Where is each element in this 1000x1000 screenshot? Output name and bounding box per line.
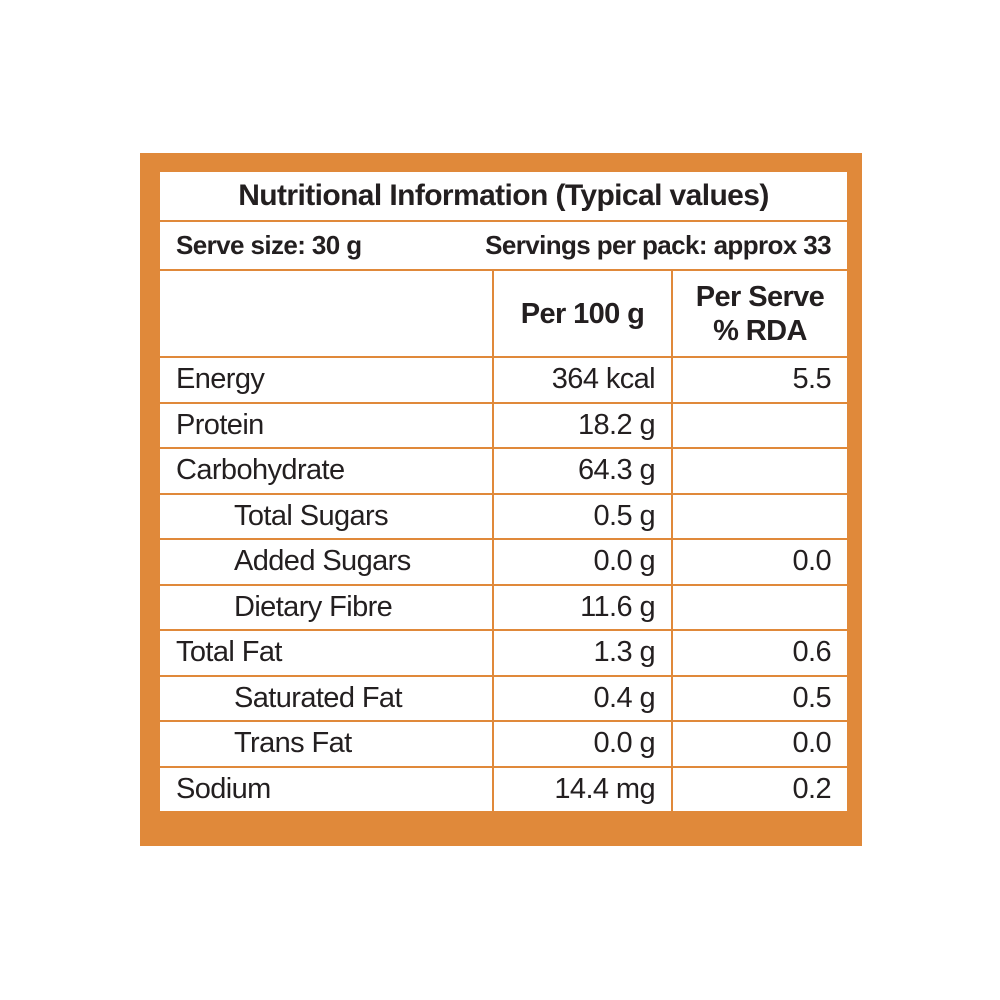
- nutrient-row: Sodium 14.4 mg 0.2: [158, 765, 849, 813]
- rda: [671, 583, 849, 631]
- serve-cell: Serve size: 30 g Servings per pack: appr…: [158, 220, 849, 271]
- blank-header: [158, 269, 494, 358]
- rda: 0.5: [671, 674, 849, 722]
- nutrient-row: Added Sugars 0.0 g 0.0: [158, 538, 849, 586]
- col-header: Per Serve % RDA: [671, 269, 849, 358]
- nutrient-name: Sodium: [158, 765, 494, 813]
- per-100g: 1.3 g: [492, 629, 673, 677]
- table-body: Nutritional Information (Typical values)…: [158, 170, 849, 813]
- nutrient-name: Energy: [158, 356, 494, 404]
- nutrient-name: Saturated Fat: [158, 674, 494, 722]
- nutrient-row: Saturated Fat 0.4 g 0.5: [158, 674, 849, 722]
- column-header-row: Per 100 g Per Serve % RDA: [158, 269, 849, 358]
- nutrient-row: Energy 364 kcal 5.5: [158, 356, 849, 404]
- per-100g: 11.6 g: [492, 583, 673, 631]
- title-row: Nutritional Information (Typical values): [158, 170, 849, 222]
- col-header-line: Per Serve: [695, 280, 825, 313]
- per-100g: 0.4 g: [492, 674, 673, 722]
- serve-row: Serve size: 30 g Servings per pack: appr…: [158, 220, 849, 271]
- nutrient-row: Carbohydrate 64.3 g: [158, 447, 849, 495]
- nutrient-row: Trans Fat 0.0 g 0.0: [158, 720, 849, 768]
- nutrient-row: Dietary Fibre 11.6 g: [158, 583, 849, 631]
- nutrient-row: Total Fat 1.3 g 0.6: [158, 629, 849, 677]
- nutrient-name: Trans Fat: [158, 720, 494, 768]
- rda: [671, 492, 849, 540]
- nutrient-name: Added Sugars: [158, 538, 494, 586]
- nutrient-name: Dietary Fibre: [158, 583, 494, 631]
- per-100g: 0.5 g: [492, 492, 673, 540]
- per-100g: 18.2 g: [492, 401, 673, 449]
- rda: 5.5: [671, 356, 849, 404]
- serve-size: Serve size: 30 g: [176, 230, 362, 260]
- per-100g: 0.0 g: [492, 538, 673, 586]
- nutrient-name: Total Sugars: [158, 492, 494, 540]
- rda: 0.0: [671, 538, 849, 586]
- col-header: Per 100 g: [492, 269, 673, 358]
- serve-wrap: Serve size: 30 g Servings per pack: appr…: [176, 230, 832, 261]
- nutrient-name: Protein: [158, 401, 494, 449]
- rda: [671, 447, 849, 495]
- servings: Servings per pack: approx 33: [485, 230, 832, 260]
- rda: [671, 401, 849, 449]
- title: Nutritional Information (Typical values): [158, 170, 849, 222]
- col-header-line: % RDA: [713, 314, 807, 347]
- nutrition-table: Nutritional Information (Typical values)…: [158, 170, 849, 813]
- per-100g: 14.4 mg: [492, 765, 673, 813]
- nutrient-row: Protein 18.2 g: [158, 401, 849, 449]
- rda: 0.6: [671, 629, 849, 677]
- nutrient-name: Total Fat: [158, 629, 494, 677]
- per-100g: 0.0 g: [492, 720, 673, 768]
- per-100g: 364 kcal: [492, 356, 673, 404]
- nutrient-name: Carbohydrate: [158, 447, 494, 495]
- per-100g: 64.3 g: [492, 447, 673, 495]
- rda: 0.2: [671, 765, 849, 813]
- rda: 0.0: [671, 720, 849, 768]
- nutrient-row: Total Sugars 0.5 g: [158, 492, 849, 540]
